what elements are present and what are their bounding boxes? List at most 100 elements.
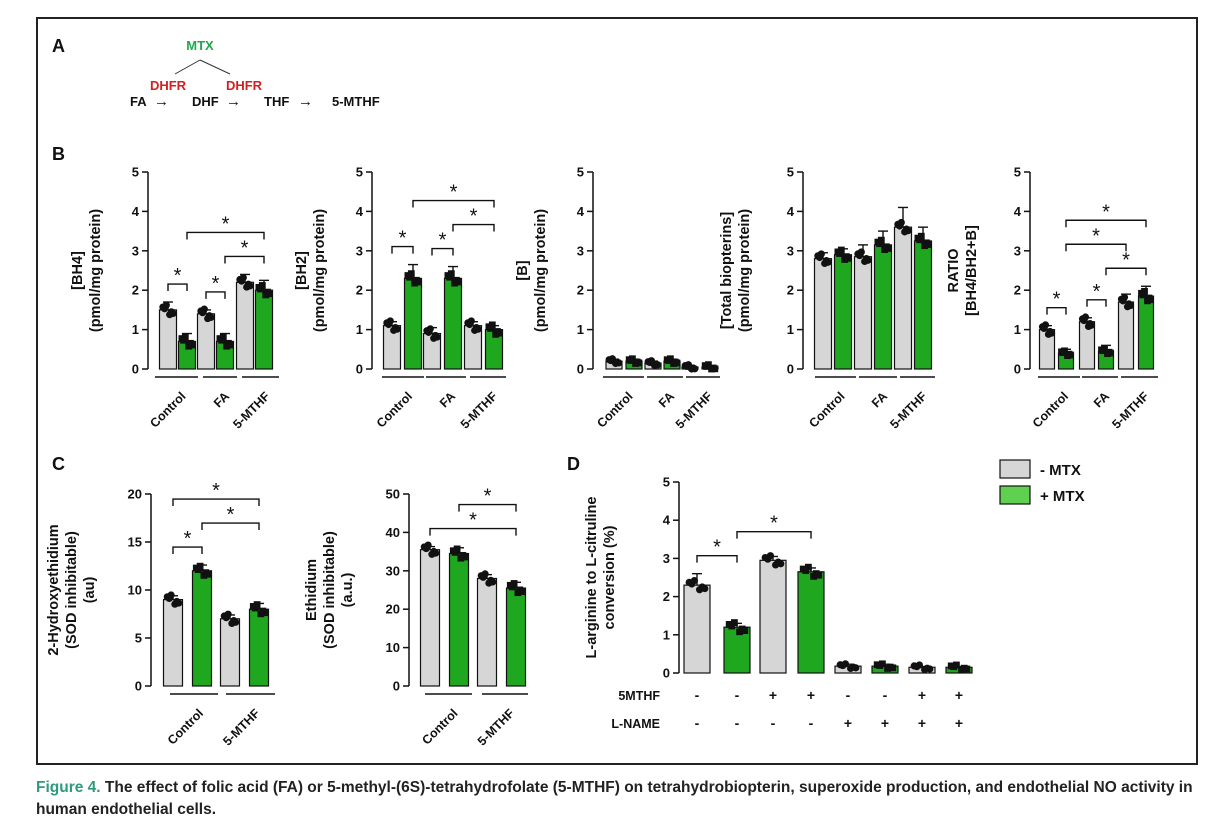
- significance-bracket: [391, 245, 414, 254]
- y-tick-label: 5: [356, 165, 363, 180]
- significance-bracket: [1046, 306, 1067, 315]
- y-tick-label: 4: [132, 204, 140, 219]
- data-point: [485, 579, 493, 587]
- y-axis-label: [BH2]: [294, 251, 310, 290]
- data-point: [243, 283, 251, 291]
- data-point: [839, 661, 847, 670]
- data-point: [950, 663, 958, 671]
- chart-bh2: 0 1 2 3 4 5 [BH2] (pmol/mg protein) Control FA 5-M…: [294, 165, 506, 432]
- data-point: [876, 240, 883, 248]
- data-point: [736, 628, 743, 636]
- pathway-arrow-2: →: [226, 93, 241, 110]
- data-point: [852, 664, 860, 672]
- data-point: [632, 360, 639, 367]
- data-point: [821, 259, 829, 268]
- y-tick-label: 1: [1014, 322, 1021, 337]
- data-point: [171, 600, 179, 608]
- bar: [813, 258, 833, 370]
- significance-bracket: [429, 527, 517, 536]
- mtx-label: MTX: [186, 38, 214, 53]
- pathway-arrow-1: →: [154, 93, 169, 110]
- dhfr-label-2: DHFR: [226, 78, 263, 93]
- y-tick-label: 4: [663, 513, 671, 528]
- data-point: [228, 619, 236, 628]
- y-axis-label: Ethidium: [304, 559, 320, 621]
- y-axis-label: 2-Hydroxyethidium: [46, 524, 62, 655]
- data-point: [627, 357, 635, 364]
- y-tick-label: 3: [577, 243, 584, 258]
- y-tick-label: 15: [128, 535, 142, 550]
- y-tick-label: 5: [663, 475, 670, 490]
- y-axis-label: [BH4/BH2+B]: [964, 225, 980, 316]
- data-point: [454, 278, 462, 286]
- significance-star: *: [450, 182, 458, 204]
- data-point: [457, 554, 465, 562]
- inhibition-line-1: [174, 59, 201, 75]
- bar: [235, 281, 255, 370]
- y-tick-label: 1: [356, 322, 363, 337]
- data-point: [161, 305, 169, 313]
- data-point: [446, 273, 453, 281]
- data-point: [479, 573, 487, 581]
- y-tick-label: 3: [663, 551, 670, 566]
- data-point: [1123, 303, 1132, 311]
- y-tick-label: 3: [132, 243, 139, 258]
- data-point: [166, 311, 174, 319]
- group-label: FA: [1091, 389, 1112, 410]
- y-tick-label: 1: [577, 322, 584, 337]
- significance-bracket: [1065, 219, 1147, 228]
- pathway-5mthf: 5-MTHF: [332, 94, 380, 109]
- data-point: [218, 336, 225, 344]
- data-point: [876, 662, 884, 669]
- data-point: [670, 360, 677, 367]
- significance-star: *: [770, 513, 778, 535]
- significance-bracket: [167, 283, 188, 292]
- data-point: [861, 257, 869, 266]
- chart-b: 0 1 2 3 4 5 [B] (pmol/mg protein) Control FA5-MTH…: [515, 165, 720, 432]
- y-tick-label: 0: [132, 362, 139, 377]
- bar: [191, 570, 213, 687]
- legend-label-minus-mtx: - MTX: [1040, 462, 1081, 479]
- y-tick-label: 40: [386, 525, 400, 540]
- data-point: [805, 563, 812, 571]
- bar: [1117, 301, 1135, 370]
- data-point: [728, 622, 736, 630]
- data-point: [731, 619, 738, 626]
- significance-bracket: [172, 498, 260, 507]
- caption-text: The effect of folic acid (FA) or 5-methy…: [36, 779, 1193, 818]
- data-point: [688, 365, 696, 373]
- data-point: [385, 320, 393, 329]
- data-point: [461, 553, 469, 561]
- y-tick-label: 4: [356, 204, 364, 219]
- data-point: [257, 610, 265, 618]
- y-axis-label: (au): [82, 577, 98, 604]
- group-label: 5-MTHF: [475, 706, 518, 749]
- data-point: [917, 232, 925, 240]
- y-tick-label: 30: [386, 563, 400, 578]
- data-point: [703, 363, 711, 370]
- bar: [873, 244, 893, 370]
- data-point: [425, 328, 433, 336]
- y-tick-label: 5: [577, 165, 584, 180]
- y-tick-label: 4: [577, 204, 585, 219]
- bar: [162, 598, 184, 687]
- data-point: [181, 333, 189, 341]
- data-point: [204, 570, 212, 578]
- bar: [158, 309, 178, 370]
- data-point: [836, 250, 843, 257]
- condition-symbol: -: [809, 715, 814, 731]
- significance-star: *: [469, 510, 477, 532]
- legend-label-plus-mtx: + MTX: [1040, 488, 1085, 505]
- data-point: [921, 242, 929, 250]
- significance-star: *: [1102, 201, 1110, 223]
- significance-star: *: [1093, 281, 1101, 303]
- significance-star: *: [184, 528, 192, 550]
- data-point: [1119, 297, 1127, 305]
- bar: [448, 552, 470, 687]
- significance-star: *: [484, 486, 492, 508]
- data-point: [1084, 322, 1093, 331]
- group-label: FA: [869, 389, 890, 410]
- significance-bracket: [696, 554, 738, 563]
- bar: [419, 549, 441, 687]
